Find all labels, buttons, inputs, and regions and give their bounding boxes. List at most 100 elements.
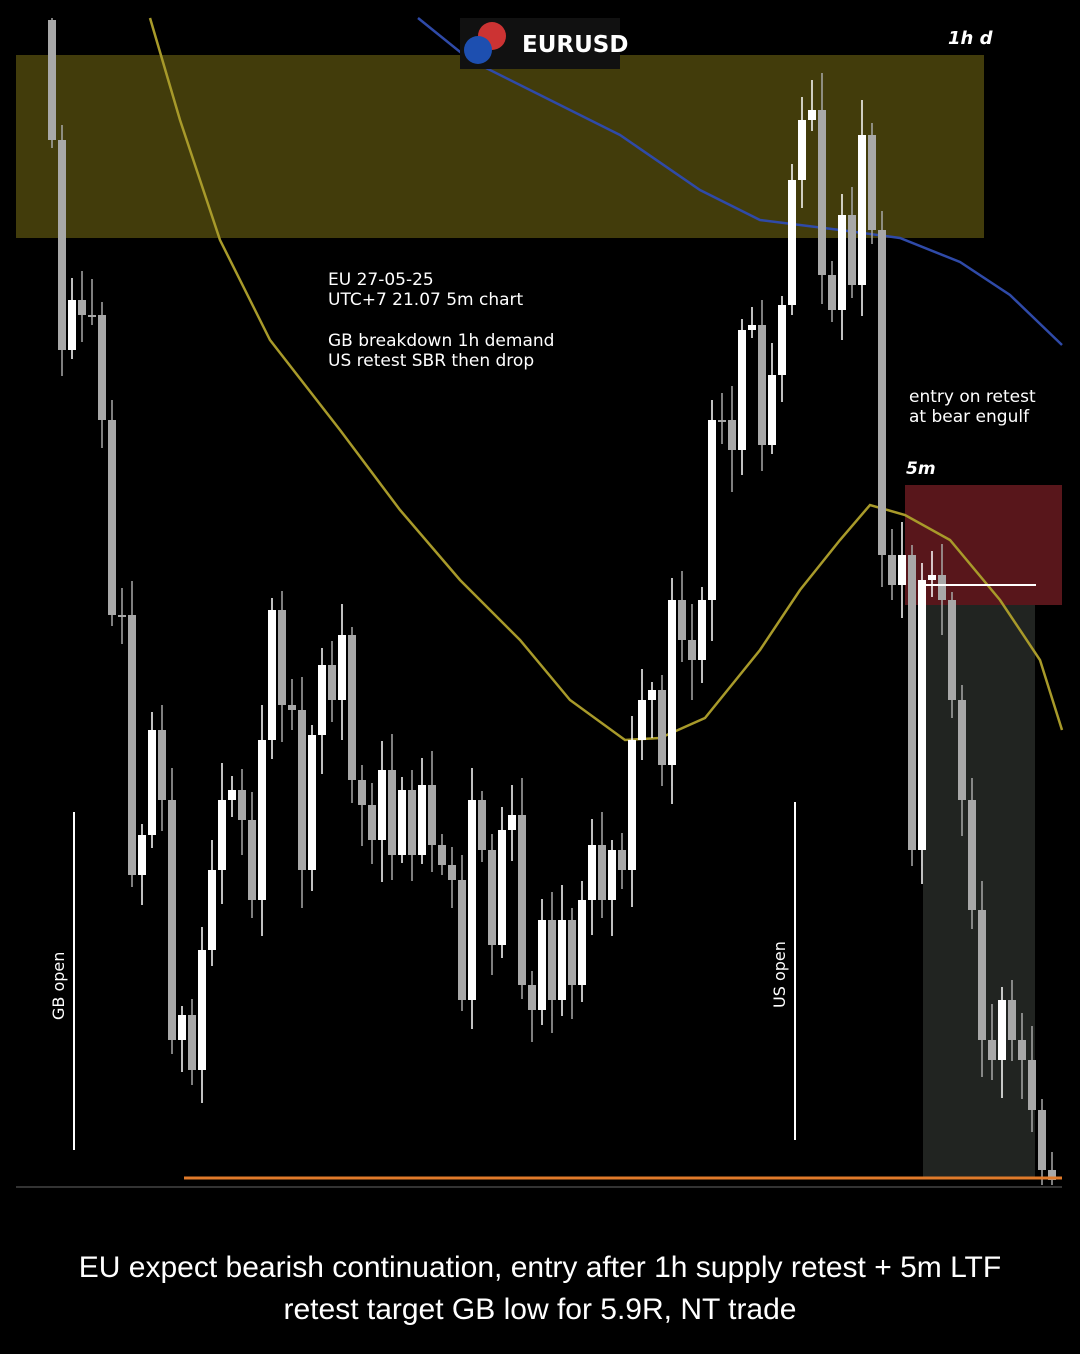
- candle-body: [788, 180, 796, 305]
- candle-body: [748, 325, 756, 330]
- candle-body: [328, 665, 336, 700]
- candle-body: [838, 215, 846, 310]
- note: entry on retest: [909, 387, 1036, 407]
- candle-body: [318, 665, 326, 735]
- candle-body: [418, 785, 426, 855]
- candle-body: [478, 800, 486, 850]
- candle-body: [718, 420, 726, 422]
- ltf-label: 5m: [906, 459, 936, 479]
- candle-body: [98, 315, 106, 420]
- candle-body: [88, 315, 96, 317]
- note: US retest SBR then drop: [328, 351, 534, 371]
- candle-body: [918, 580, 926, 850]
- candle-body: [198, 950, 206, 1070]
- candle-body: [488, 850, 496, 945]
- candle-body: [948, 600, 956, 700]
- candle-body: [688, 640, 696, 660]
- candle-body: [378, 770, 386, 840]
- candle-body: [908, 555, 916, 850]
- candle-body: [568, 920, 576, 985]
- candle-body: [108, 420, 116, 615]
- candle-body: [258, 740, 266, 900]
- candle-body: [658, 690, 666, 765]
- candle-body: [468, 800, 476, 1000]
- candle-body: [148, 730, 156, 835]
- reward-box: [923, 605, 1035, 1178]
- candle-body: [708, 420, 716, 600]
- candle-body: [598, 845, 606, 900]
- candle-body: [758, 325, 766, 445]
- supply-zone: [16, 55, 984, 238]
- note: EU 27-05-25: [328, 270, 434, 290]
- candle-body: [428, 785, 436, 845]
- candle-body: [668, 600, 676, 765]
- candle-body: [928, 575, 936, 580]
- note: UTC+7 21.07 5m chart: [328, 290, 524, 310]
- candle-body: [438, 845, 446, 865]
- candle-body: [938, 575, 946, 600]
- candle-body: [248, 820, 256, 900]
- candle-body: [628, 740, 636, 870]
- candle-body: [1008, 1000, 1016, 1040]
- candle-body: [608, 850, 616, 900]
- candle-body: [218, 800, 226, 870]
- candle-body: [618, 850, 626, 870]
- candle-body: [698, 600, 706, 660]
- risk-box: [905, 485, 1062, 605]
- symbol: EURUSD: [522, 32, 628, 58]
- moving-average: [417, 17, 1063, 346]
- note: at bear engulf: [909, 407, 1030, 427]
- candle-body: [818, 110, 826, 275]
- candle-body: [588, 845, 596, 900]
- candle-body: [268, 610, 276, 740]
- candle-body: [728, 420, 736, 450]
- candle-body: [678, 600, 686, 640]
- candle-body: [208, 870, 216, 950]
- candle-body: [348, 635, 356, 780]
- candle-body: [138, 835, 146, 875]
- candle-body: [1018, 1040, 1026, 1060]
- candle-body: [118, 615, 126, 617]
- candle-body: [638, 700, 646, 740]
- candle-body: [648, 690, 656, 700]
- candle-body: [228, 790, 236, 800]
- candle-body: [358, 780, 366, 805]
- candle-body: [858, 135, 866, 285]
- candle-body: [338, 635, 346, 700]
- candle-body: [408, 790, 416, 855]
- candle-body: [128, 615, 136, 875]
- candle-body: [548, 920, 556, 1000]
- candle-body: [1038, 1110, 1046, 1170]
- candle-body: [188, 1015, 196, 1070]
- candle-body: [238, 790, 246, 820]
- timeframe: 1h d: [948, 28, 994, 49]
- candle-body: [448, 865, 456, 880]
- candle-body: [1028, 1060, 1036, 1110]
- candle-body: [168, 800, 176, 1040]
- candle-body: [958, 700, 966, 800]
- candle-body: [498, 830, 506, 945]
- candle-body: [978, 910, 986, 1040]
- candle-body: [78, 300, 86, 315]
- candle-body: [798, 120, 806, 180]
- session-label: US open: [770, 941, 789, 1008]
- candle-body: [308, 735, 316, 870]
- caption: retest target GB low for 5.9R, NT trade: [284, 1293, 797, 1326]
- candle-body: [508, 815, 516, 830]
- candle-body: [388, 770, 396, 855]
- session-label: GB open: [49, 952, 68, 1020]
- candle-body: [738, 330, 746, 450]
- candle-body: [898, 555, 906, 585]
- candle-body: [458, 880, 466, 1000]
- candle-body: [298, 710, 306, 870]
- candle-body: [178, 1015, 186, 1040]
- candle-body: [808, 110, 816, 120]
- candle-body: [158, 730, 166, 800]
- candle-body: [768, 375, 776, 445]
- candle-body: [68, 300, 76, 350]
- candle-body: [998, 1000, 1006, 1060]
- candle-body: [578, 900, 586, 985]
- candle-body: [528, 985, 536, 1010]
- candle-body: [558, 920, 566, 1000]
